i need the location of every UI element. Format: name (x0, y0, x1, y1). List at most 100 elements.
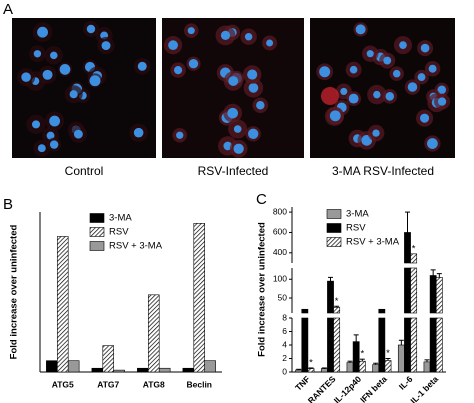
nucleus (133, 127, 144, 138)
significance-marker: * (335, 296, 339, 307)
nucleus (46, 131, 55, 140)
nucleus (188, 58, 199, 69)
nucleus (383, 56, 392, 65)
x-tick-label: TNF (293, 374, 312, 393)
x-tick-label: IL-6 (397, 374, 415, 392)
nucleus (348, 93, 359, 104)
nucleus (37, 144, 46, 153)
nucleus (233, 143, 244, 154)
bar (137, 367, 149, 373)
nucleus (73, 129, 83, 139)
nucleus (21, 72, 31, 82)
bar (384, 360, 392, 373)
bar (435, 317, 443, 373)
y-tick-label: 600 (273, 227, 287, 237)
y-tick-label: 0 (282, 366, 287, 376)
nucleus (49, 115, 61, 127)
nucleus (420, 43, 430, 53)
nucleus (50, 51, 58, 60)
bar (67, 360, 80, 373)
bar (378, 308, 386, 314)
legend-label: RSV (346, 223, 366, 234)
bar (429, 317, 437, 373)
bar (410, 267, 418, 314)
nucleus (366, 50, 374, 58)
legend-swatch (89, 227, 105, 237)
x-tick-label: ATG8 (143, 379, 165, 389)
nucleus (227, 107, 239, 119)
nucleus (137, 61, 147, 71)
nucleus (266, 39, 274, 47)
bar (327, 280, 334, 314)
y-tick-label: 2 (282, 353, 287, 363)
nucleus (349, 65, 358, 74)
y-tick-label: 800 (273, 206, 287, 216)
image-caption: Control (65, 164, 104, 178)
x-tick-label: ATG5 (52, 379, 74, 389)
legend-swatch (326, 223, 342, 233)
nucleus (340, 87, 348, 95)
bar (410, 317, 418, 373)
bar (404, 232, 411, 264)
bar (301, 308, 309, 314)
y-tick-label: 4 (282, 339, 287, 349)
bar (404, 317, 411, 373)
x-tick-label: Beclin (186, 379, 212, 389)
bar (182, 367, 195, 373)
bar (295, 369, 303, 373)
nucleus (233, 125, 242, 133)
nucleus (392, 69, 401, 78)
nucleus (247, 69, 258, 80)
nucleus (329, 110, 341, 122)
image-caption: 3-MA RSV-Infected (332, 164, 434, 178)
legend-swatch (326, 209, 342, 219)
bar (435, 277, 443, 314)
legend-label: RSV (109, 227, 129, 238)
nucleus (355, 24, 366, 35)
y-tick-label: 50 (278, 292, 288, 302)
nucleus (49, 140, 59, 149)
bar (102, 345, 115, 373)
bar (307, 368, 315, 373)
nucleus (101, 41, 111, 51)
nucleus (373, 90, 381, 99)
bar (352, 341, 360, 373)
nucleus (220, 30, 231, 40)
bar (423, 361, 431, 373)
bar (358, 360, 366, 373)
significance-marker: * (309, 357, 313, 368)
bar (378, 317, 386, 373)
bar (158, 367, 171, 373)
bar (204, 360, 216, 373)
bar (429, 275, 437, 314)
nucleus (385, 92, 395, 101)
nucleus (86, 24, 96, 34)
y-tick-label: 6 (282, 326, 287, 336)
nucleus (407, 82, 418, 92)
panel-label: C (256, 191, 267, 208)
nucleus (437, 97, 447, 106)
y-axis-label: Fold increase over uninfected (257, 222, 268, 357)
x-tick-label: ATG7 (97, 379, 119, 389)
nucleus (228, 76, 239, 87)
legend-label: 3-MA (346, 209, 369, 220)
bar (301, 317, 309, 373)
bar (56, 236, 69, 373)
nucleus (256, 101, 265, 110)
nucleus (427, 138, 438, 149)
nucleus (69, 90, 78, 99)
nucleus (248, 128, 259, 139)
nucleus (437, 85, 447, 95)
bar (193, 222, 206, 373)
bar (147, 294, 160, 373)
panel-label: B (3, 196, 13, 213)
y-tick-label: 100 (273, 274, 287, 284)
y-tick-label: 8 (282, 312, 287, 322)
legend-swatch (89, 213, 105, 223)
bar (327, 317, 334, 373)
legend-swatch (89, 241, 105, 251)
bar (333, 317, 341, 373)
cell (321, 87, 339, 105)
nucleus (42, 69, 53, 80)
